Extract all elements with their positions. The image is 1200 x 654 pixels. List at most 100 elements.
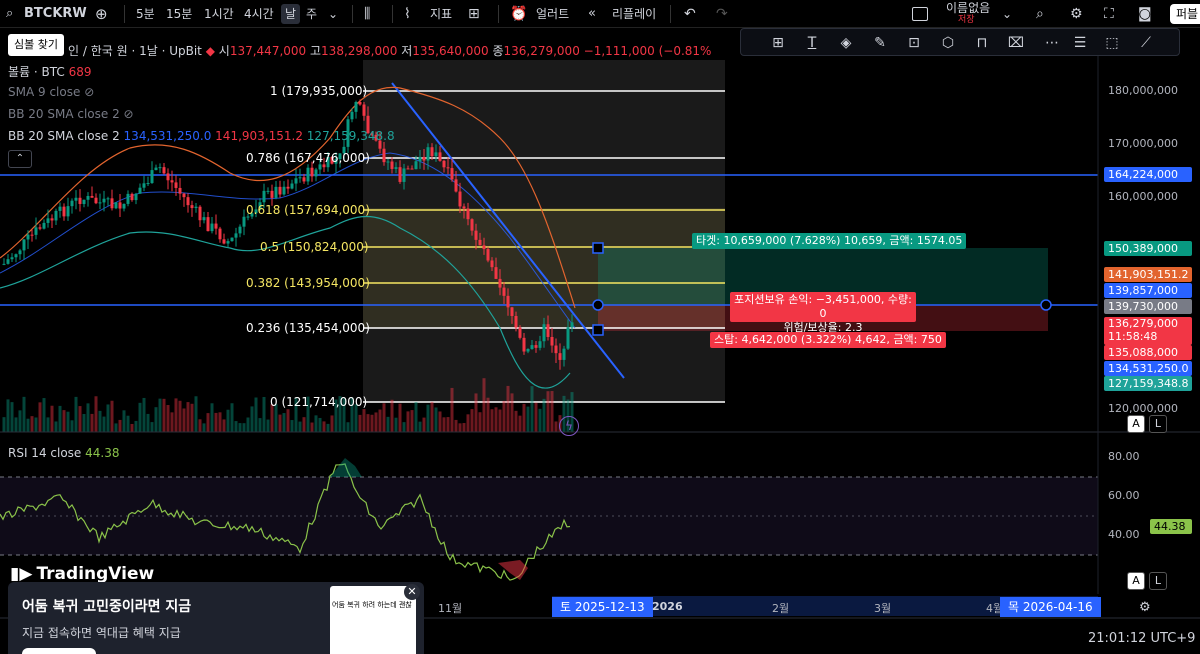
candle-body <box>50 218 54 221</box>
bb-lower-band <box>0 215 571 389</box>
replay-icon[interactable]: « <box>588 6 596 21</box>
fullscreen-icon[interactable]: ⛶ <box>1104 6 1114 22</box>
divider <box>670 5 671 23</box>
symbol-button[interactable]: BTCKRW <box>24 6 87 21</box>
indicators-icon[interactable]: ⌇ <box>404 6 411 22</box>
fib-label-0786: 0.786 (167,476,000) <box>246 151 370 165</box>
volume-bar <box>62 410 66 432</box>
candle-body <box>18 250 22 255</box>
hexagon-settings-icon[interactable]: ⬡ <box>941 35 955 51</box>
sma-label[interactable]: SMA 9 close <box>8 85 81 99</box>
rsi-auto-scale-button[interactable]: A <box>1127 572 1145 590</box>
candle-body <box>118 202 122 209</box>
candle-body <box>22 239 26 251</box>
alert-button[interactable]: 얼러트 <box>536 7 570 21</box>
fill-bucket-icon[interactable]: ◈ <box>840 35 852 51</box>
target-handle[interactable] <box>592 242 604 254</box>
trend-line[interactable] <box>391 82 625 379</box>
quick-search-icon[interactable]: ⌕ <box>1036 6 1044 22</box>
candle-body <box>266 190 270 192</box>
bb-low-value: 127,159,348.8 <box>306 129 395 143</box>
stop-label[interactable]: 스탑: 4,642,000 (3.322%) 4,642, 금액: 750 <box>710 332 946 348</box>
redo-icon[interactable]: ↷ <box>716 6 728 22</box>
alert-icon[interactable]: ⏰ <box>510 6 528 22</box>
chevron-down-icon[interactable]: ⌄ <box>328 7 339 21</box>
ad-banner[interactable]: 어둠 복귀 고민중이라면 지금 지금 접속하면 역대급 혜택 지급 어둠 복귀 … <box>8 582 424 654</box>
replay-button[interactable]: 리플레이 <box>612 7 657 21</box>
candle-body <box>310 167 314 177</box>
volume-bar <box>478 412 482 432</box>
price-tag-hline[interactable]: 164,224,000 <box>1104 167 1192 182</box>
interval-4h[interactable]: 4시간 <box>244 7 274 21</box>
template-icon[interactable]: ⊞ <box>772 35 784 51</box>
drawing-toolbar: ⊞ T ◈ ✎ ⊡ ⬡ ⊓ ⌧ ⋯ ☰ ⬚ ⟋ <box>740 28 1180 56</box>
close-icon[interactable]: ✕ <box>404 584 420 600</box>
time-start-tag[interactable]: 토 2025-12-13 <box>552 597 653 617</box>
target-label[interactable]: 타겟: 10,659,000 (7.628%) 10,659, 금액: 1574… <box>692 233 967 249</box>
chevron-down-icon[interactable]: ⌄ <box>1002 7 1013 21</box>
interval-5m[interactable]: 5분 <box>136 7 155 21</box>
camera-icon[interactable]: ◙ <box>1138 6 1152 22</box>
layout-icon[interactable] <box>912 7 928 21</box>
price-tick: 120,000,000 <box>1108 402 1178 415</box>
volume-label[interactable]: 볼륨 · BTC <box>8 65 65 79</box>
volume-bar <box>214 412 218 432</box>
stop-handle[interactable] <box>592 324 604 336</box>
collapse-legend-icon[interactable]: ⌃ <box>8 150 32 168</box>
volume-bar <box>234 421 238 432</box>
volume-bar <box>390 399 394 432</box>
interval-1d[interactable]: 날 <box>281 4 301 24</box>
pnl-label[interactable]: 포지션보유 손익: −3,451,000, 수량: 0 위험/보상율: 2.3 <box>730 292 916 334</box>
layout-name[interactable]: 이름없음 <box>946 1 991 15</box>
select-box-icon[interactable]: ⬚ <box>1105 35 1119 51</box>
templates-icon[interactable]: ⊞ <box>468 6 480 22</box>
log-scale-button[interactable]: L <box>1149 415 1167 433</box>
eye-hidden-icon[interactable]: ⊘ <box>84 85 95 99</box>
rsi-log-scale-button[interactable]: L <box>1149 572 1167 590</box>
volume-bar <box>294 398 298 432</box>
bb-up-value: 141,903,151.2 <box>215 129 303 143</box>
trash-icon[interactable]: ⌧ <box>1007 35 1025 51</box>
candle-body <box>198 206 202 221</box>
candle-body <box>126 193 130 204</box>
more-icon[interactable]: ⋯ <box>1045 35 1059 51</box>
symbol-search-tooltip: 심볼 찾기 <box>8 34 64 56</box>
bb2-label[interactable]: BB 20 SMA close 2 <box>8 129 120 143</box>
interval-1w[interactable]: 주 <box>306 7 318 21</box>
eye-hidden-icon[interactable]: ⊘ <box>123 107 134 121</box>
rsi-label[interactable]: RSI 14 close <box>8 446 82 460</box>
lock-icon[interactable]: ⊓ <box>976 35 988 51</box>
volume-bar <box>166 405 170 432</box>
position-end-handle[interactable] <box>1040 299 1052 311</box>
candle-type-icon[interactable]: ⫼ <box>364 6 371 22</box>
clock[interactable]: 21:01:12 UTC+9 <box>1088 631 1196 646</box>
line-color-icon[interactable]: ✎ <box>874 35 886 51</box>
lightning-event-icon[interactable]: ϟ <box>559 416 579 436</box>
align-icon[interactable]: ☰ <box>1073 35 1087 51</box>
chart-title[interactable]: 인 / 한국 원 · 1날 · UpBit <box>68 44 202 58</box>
undo-icon[interactable]: ↶ <box>684 6 696 22</box>
indicators-button[interactable]: 지표 <box>430 7 453 21</box>
bb1-label[interactable]: BB 20 SMA close 2 <box>8 107 120 121</box>
text-color-icon[interactable]: T <box>807 35 817 51</box>
ad-cta-button[interactable] <box>22 648 96 654</box>
candle-body <box>274 186 278 198</box>
candle-body <box>446 167 450 169</box>
time-axis-settings-icon[interactable]: ⚙ <box>1139 600 1151 615</box>
settings-gear-icon[interactable]: ⚙ <box>1070 6 1083 22</box>
add-chart-icon[interactable]: ⊡ <box>908 35 920 51</box>
volume-bar <box>482 378 486 432</box>
candle-body <box>78 197 82 204</box>
interval-1h[interactable]: 1시간 <box>204 7 234 21</box>
add-symbol-icon[interactable]: ⊕ <box>95 5 108 23</box>
volume-bar <box>362 409 366 432</box>
interval-15m[interactable]: 15분 <box>166 7 193 21</box>
chart-canvas[interactable] <box>0 28 1200 654</box>
entry-handle[interactable] <box>592 299 604 311</box>
search-icon[interactable]: ⌕ <box>6 6 14 21</box>
auto-scale-button[interactable]: A <box>1127 415 1145 433</box>
line-tool-icon[interactable]: ⟋ <box>1141 35 1151 51</box>
volume-bar <box>266 419 270 432</box>
publish-button[interactable]: 퍼블 <box>1170 4 1200 24</box>
time-end-tag[interactable]: 목 2026-04-16 <box>1000 597 1101 617</box>
